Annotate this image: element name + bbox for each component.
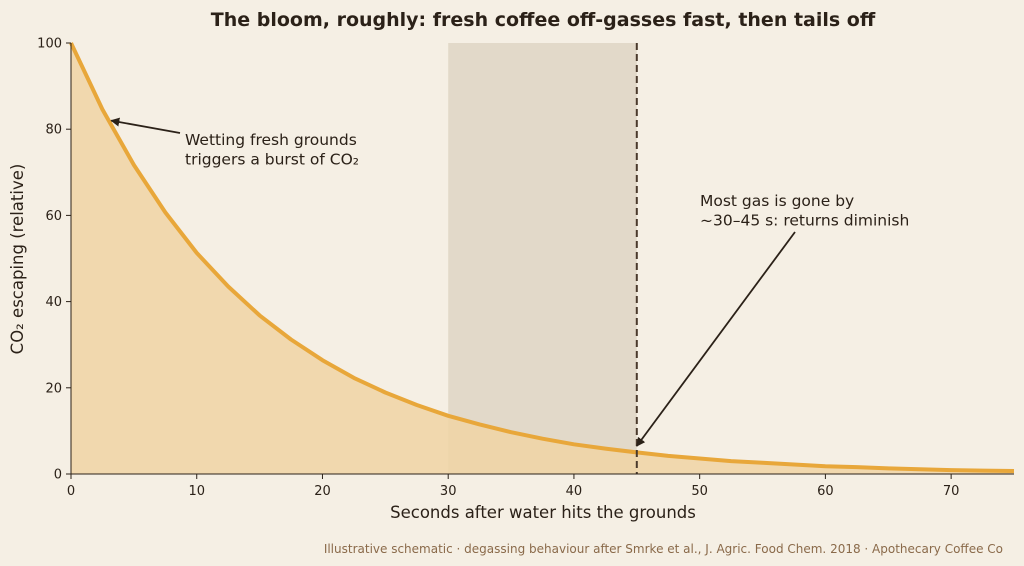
x-tick-label: 30: [440, 484, 457, 499]
annotation-text-line: ~30–45 s: returns diminish: [700, 212, 909, 230]
y-tick-label: 0: [54, 468, 62, 483]
y-axis-label: CO₂ escaping (relative): [8, 164, 27, 355]
annotation-text-line: Most gas is gone by: [700, 192, 854, 210]
annotation-burst: Wetting fresh grounds triggers a burst of…: [110, 117, 359, 169]
x-tick-label: 0: [67, 484, 75, 499]
x-axis: 0 10 20 30 40 50 60 70: [67, 473, 1014, 499]
y-tick-label: 100: [37, 37, 62, 52]
annotation-text-line: triggers a burst of CO₂: [185, 151, 359, 169]
x-tick-label: 60: [817, 484, 834, 499]
footnote: Illustrative schematic · degassing behav…: [324, 542, 1003, 556]
series-line: [69, 42, 1015, 473]
x-tick-label: 40: [566, 484, 583, 499]
annotation-text-line: Wetting fresh grounds: [185, 131, 357, 149]
y-tick-label: 60: [45, 209, 62, 224]
x-tick-label: 20: [314, 484, 331, 499]
x-tick-label: 50: [691, 484, 708, 499]
highlight-region: [448, 43, 637, 474]
chart-title: The bloom, roughly: fresh coffee off-gas…: [211, 9, 876, 31]
y-tick-label: 20: [45, 381, 62, 396]
y-tick-label: 80: [45, 123, 62, 138]
annotation-arrow: [636, 231, 796, 447]
y-tick-label: 40: [45, 295, 62, 310]
annotation-diminish: Most gas is gone by ~30–45 s: returns dim…: [636, 192, 909, 447]
x-tick-label: 10: [188, 484, 205, 499]
area-fill: [71, 43, 1014, 474]
annotation-arrow: [110, 117, 181, 134]
x-axis-label: Seconds after water hits the grounds: [390, 503, 696, 522]
y-axis: 0 20 40 60 80 100: [37, 37, 72, 483]
x-tick-label: 70: [943, 484, 960, 499]
